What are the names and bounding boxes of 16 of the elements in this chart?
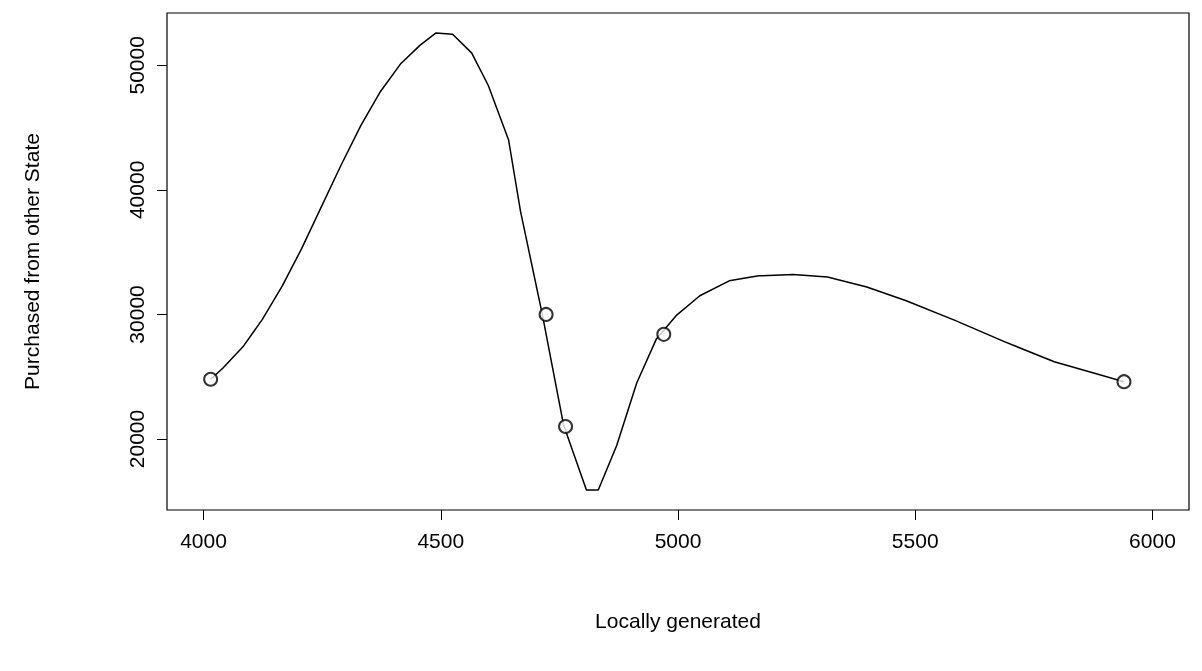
point xyxy=(656,326,672,342)
y-tick-label: 40000 xyxy=(125,160,148,220)
point xyxy=(1116,374,1132,390)
point xyxy=(558,419,574,435)
y-axis-title: Purchased from other State xyxy=(20,133,43,390)
x-tick-label: 6000 xyxy=(1129,529,1176,552)
y-tick-label: 50000 xyxy=(125,36,148,95)
point xyxy=(203,371,219,387)
x-tick-label: 5500 xyxy=(891,529,939,552)
x-tick-label: 4000 xyxy=(180,529,227,552)
y-tick-label: 30000 xyxy=(125,285,148,344)
x-tick-label: 4500 xyxy=(417,529,465,552)
x-axis-title: Locally generated xyxy=(595,609,761,632)
point xyxy=(538,306,554,322)
x-tick-label: 5000 xyxy=(654,529,702,552)
y-tick-label: 20000 xyxy=(125,409,148,469)
